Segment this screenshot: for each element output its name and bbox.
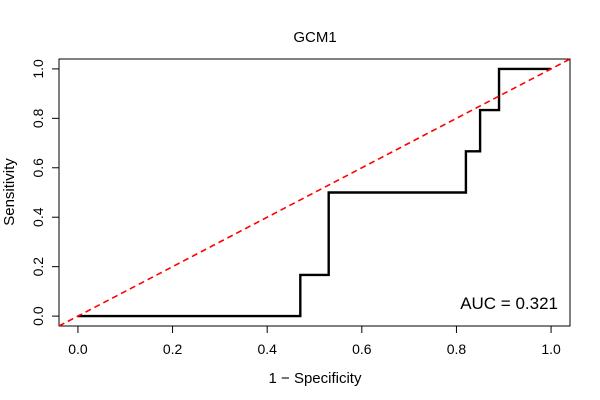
roc-curve-line	[77, 67, 552, 318]
y-tick-label: 0.2	[30, 257, 46, 277]
auc-annotation: AUC = 0.321	[460, 294, 558, 313]
y-tick-label: 0.4	[30, 207, 46, 227]
chart-title: GCM1	[293, 29, 336, 46]
y-tick-label: 0.0	[30, 306, 46, 326]
y-tick-label: 0.8	[30, 108, 46, 128]
x-tick-label: 0.8	[447, 341, 467, 357]
series-layer	[58, 58, 571, 327]
x-tick-label: 0.4	[257, 341, 277, 357]
y-tick-label: 0.6	[30, 158, 46, 178]
x-tick-label: 0.6	[352, 341, 372, 357]
x-axis-title: 1 − Specificity	[269, 370, 362, 387]
x-tick-label: 0.2	[163, 341, 183, 357]
x-tick-label: 0.0	[68, 341, 88, 357]
y-axis: 0.0 0.2 0.4 0.6 0.8 1.0	[30, 59, 60, 326]
reference-diagonal-line	[58, 58, 571, 327]
y-tick-label: 1.0	[30, 59, 46, 79]
y-axis-title: Sensitivity	[1, 158, 18, 226]
x-tick-label: 1.0	[541, 341, 561, 357]
x-axis: 0.0 0.2 0.4 0.6 0.8 1.0	[68, 325, 561, 357]
